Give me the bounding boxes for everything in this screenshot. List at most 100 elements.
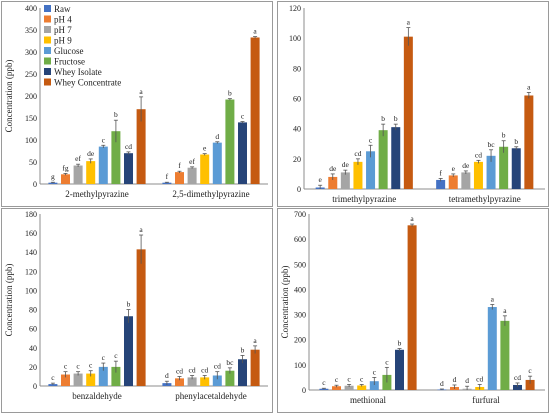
bar (487, 307, 497, 390)
bar (250, 37, 260, 185)
bar (340, 172, 350, 189)
bar (73, 373, 83, 386)
y-tick-label: 250 (25, 70, 37, 79)
panel-border (277, 1, 549, 207)
significance-letter: e (452, 164, 456, 173)
bar (344, 385, 354, 390)
significance-letter: de (342, 160, 350, 169)
significance-letter: c (360, 374, 364, 383)
y-tick-label: 50 (29, 158, 37, 167)
y-tick-label: 200 (25, 92, 37, 101)
y-tick-label: 0 (33, 180, 37, 189)
significance-letter: cd (514, 373, 521, 382)
legend-swatch (44, 68, 51, 75)
y-tick-label: 400 (294, 285, 306, 294)
y-tick-label: 600 (294, 235, 306, 244)
y-tick-label: 300 (25, 48, 37, 57)
significance-letter: b (228, 89, 232, 98)
significance-letter: d (453, 375, 457, 384)
bar (250, 349, 260, 386)
y-tick-label: 0 (33, 382, 37, 391)
y-tick-label: 700 (294, 210, 306, 219)
y-tick-label: 200 (294, 336, 306, 345)
bar (212, 142, 222, 184)
significance-letter: b (114, 110, 118, 119)
significance-letter: c (102, 353, 106, 362)
legend-label: pH 7 (54, 25, 72, 35)
bar (48, 182, 58, 184)
bar (98, 146, 108, 184)
significance-letter: a (527, 82, 531, 91)
bar (124, 316, 133, 386)
y-tick-label: 0 (302, 386, 306, 395)
legend-swatch (44, 15, 51, 23)
bar (162, 182, 172, 184)
y-tick-label: 120 (289, 4, 301, 13)
y-tick-label: 400 (25, 4, 37, 13)
significance-letter: c (369, 135, 373, 144)
y-tick-label: 160 (25, 229, 37, 238)
significance-letter: cd (189, 365, 196, 374)
x-category-label: trimethylpyrazine (332, 194, 396, 204)
bar (473, 161, 483, 189)
significance-letter: f (166, 172, 169, 181)
significance-letter: cd (201, 365, 208, 374)
legend-swatch (44, 57, 51, 65)
significance-letter: c (385, 357, 389, 366)
y-tick-label: 350 (25, 26, 37, 35)
legend-label: Whey Isolate (54, 67, 102, 77)
significance-letter: c (373, 367, 377, 376)
bar (61, 374, 70, 386)
significance-letter: bc (226, 358, 234, 367)
bar (525, 379, 535, 390)
significance-letter: a (491, 295, 495, 304)
significance-letter: b (398, 339, 402, 348)
significance-letter: e (318, 175, 322, 184)
bar (403, 36, 413, 190)
legend-label: pH 9 (54, 36, 72, 46)
bar (369, 381, 379, 390)
significance-letter: c (528, 366, 532, 375)
bar (136, 249, 146, 386)
significance-letter: a (503, 306, 507, 315)
bar (61, 174, 70, 184)
significance-letter: b (381, 114, 385, 123)
y-tick-label: 140 (25, 248, 37, 257)
bar (486, 155, 496, 189)
y-tick-label: 100 (294, 361, 306, 370)
significance-letter: c (114, 351, 118, 360)
significance-letter: a (253, 336, 257, 345)
significance-letter: cd (214, 362, 221, 371)
significance-letter: c (102, 135, 106, 144)
bar (513, 384, 522, 390)
bar (238, 359, 247, 386)
legend-swatch (44, 26, 51, 33)
y-axis-label: Concentration (ppb) (4, 264, 14, 337)
significance-letter: c (322, 378, 326, 387)
significance-letter: cd (125, 142, 132, 151)
bar (407, 225, 417, 390)
y-axis-label: Concentration (ppb) (280, 266, 290, 339)
significance-letter: cd (354, 149, 361, 158)
bar (461, 172, 471, 189)
significance-letter: ef (189, 157, 195, 166)
y-tick-label: 500 (294, 260, 306, 269)
bar (225, 370, 235, 386)
y-tick-label: 20 (29, 363, 37, 372)
significance-letter: de (87, 149, 95, 158)
legend-swatch (44, 47, 51, 54)
significance-letter: a (139, 225, 143, 234)
significance-letter: de (462, 161, 470, 170)
y-tick-label: 40 (29, 344, 37, 353)
significance-letter: a (410, 214, 414, 223)
x-category-label: benzaldehyde (72, 391, 121, 401)
bar (111, 366, 121, 386)
bar (175, 378, 184, 386)
significance-letter: bc (488, 140, 496, 149)
legend-label: Whey Concentrate (54, 78, 121, 88)
bar (319, 388, 329, 390)
x-category-label: tetramethylpyrazine (449, 194, 521, 204)
bar (353, 161, 363, 189)
significance-letter: a (253, 27, 257, 36)
